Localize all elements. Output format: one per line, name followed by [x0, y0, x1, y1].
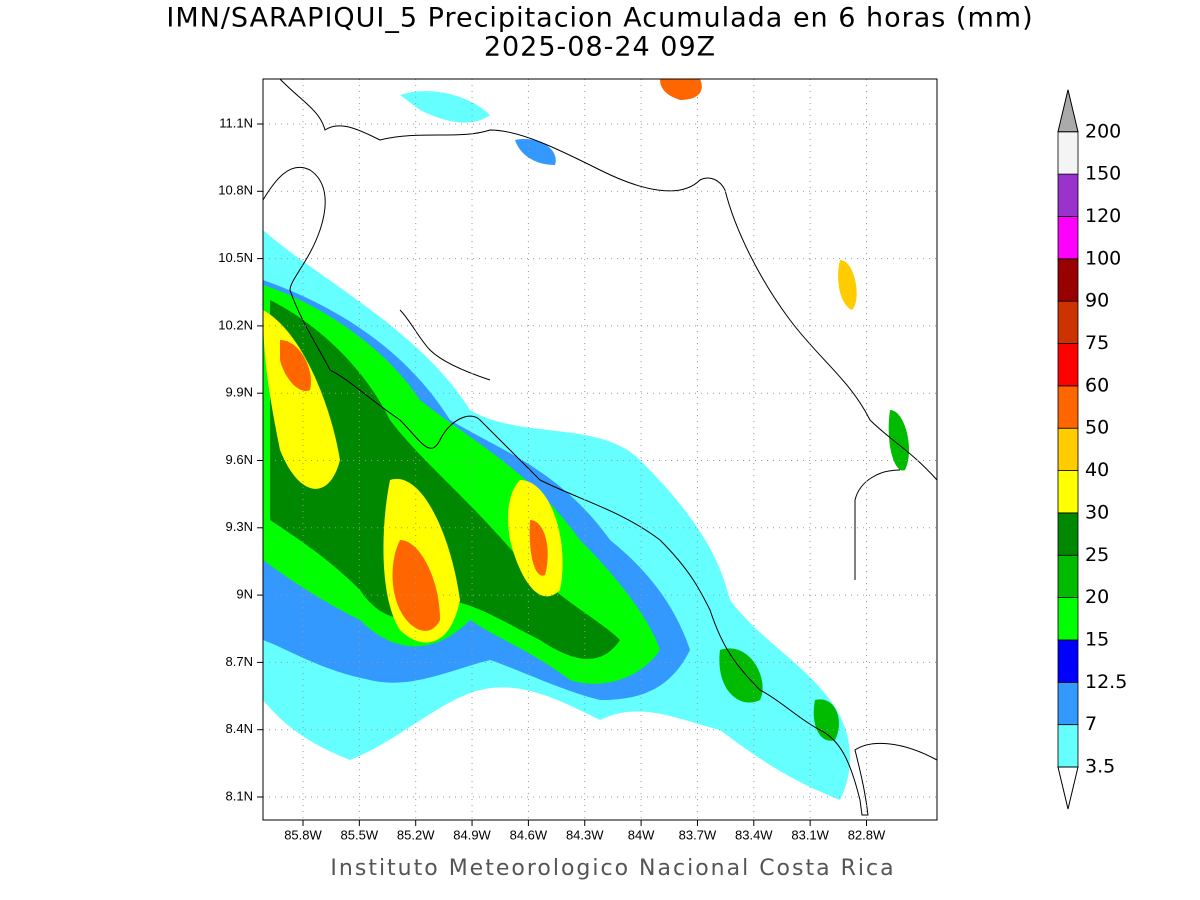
- colorbar-label: 150: [1085, 163, 1121, 185]
- band-50-c: [529, 520, 548, 576]
- title: IMN/SARAPIQUI_5 Precipitacion Acumulada …: [166, 3, 1033, 34]
- colorbar-band: [1057, 343, 1079, 387]
- x-tick-label: 83.7W: [679, 827, 717, 842]
- colorbar-band: [1057, 597, 1079, 641]
- colorbar-label: 30: [1085, 501, 1109, 523]
- colorbar-band: [1057, 385, 1079, 429]
- x-tick-label: 83.1W: [791, 827, 829, 842]
- colorbar-band: [1057, 300, 1079, 344]
- x-tick-label: 85.2W: [397, 827, 435, 842]
- colorbar-band: [1057, 512, 1079, 556]
- map-frame: [262, 78, 938, 821]
- x-tick-label: 85.5W: [341, 827, 379, 842]
- coastlines: [262, 78, 938, 816]
- y-tick-label: 8.4N: [226, 721, 253, 736]
- colorbar-band: [1057, 427, 1079, 471]
- y-tick-label: 9.3N: [226, 519, 253, 534]
- colorbar-label: 200: [1085, 120, 1121, 142]
- y-tick-label: 10.2N: [218, 317, 253, 332]
- band-50-a: [392, 540, 440, 631]
- band-3.5-b: [400, 91, 490, 123]
- colorbar: 3.5 7 12.5 15 20 25 30 40 50 60 75 90 100 120 150 200: [1057, 89, 1127, 810]
- colorbar-label: 25: [1085, 544, 1109, 566]
- colorbar-label: 40: [1085, 459, 1109, 481]
- colorbar-label: 7: [1085, 713, 1097, 735]
- colorbar-band: [1057, 173, 1079, 217]
- y-tick-label: 9.9N: [226, 385, 253, 400]
- colorbar-label: 3.5: [1085, 756, 1115, 778]
- colorbar-label: 12.5: [1085, 671, 1127, 693]
- colorbar-label: 100: [1085, 247, 1121, 269]
- colorbar-label: 75: [1085, 332, 1109, 354]
- band-20-c: [888, 410, 910, 471]
- y-tick-label: 10.5N: [218, 250, 253, 265]
- x-tick-label: 83.4W: [735, 827, 773, 842]
- band-50-b: [280, 340, 311, 391]
- colorbar-bottom-arrow: [1057, 766, 1079, 810]
- colorbar-label: 15: [1085, 628, 1109, 650]
- colorbar-band: [1057, 470, 1079, 514]
- y-tick-label: 10.8N: [218, 183, 253, 198]
- x-tick-label: 82.8W: [848, 827, 886, 842]
- band-50-d: [660, 79, 702, 100]
- subtitle: 2025-08-24 09Z: [484, 32, 716, 63]
- graticule: [257, 79, 937, 826]
- colorbar-band: [1057, 131, 1079, 175]
- colorbar-label: 120: [1085, 205, 1121, 227]
- band-40-a: [838, 260, 857, 310]
- colorbar-band: [1057, 639, 1079, 683]
- colorbar-band: [1057, 216, 1079, 260]
- colorbar-band: [1057, 681, 1079, 726]
- y-tick-label: 9N: [236, 587, 253, 602]
- x-tick-label: 84.9W: [453, 827, 491, 842]
- y-tick-label: 8.7N: [226, 654, 253, 669]
- colorbar-label: 20: [1085, 586, 1109, 608]
- colorbar-band: [1057, 724, 1079, 768]
- x-tick-label: 84W: [628, 827, 655, 842]
- footer: Instituto Meteorologico Nacional Costa R…: [330, 856, 895, 881]
- map-area: [257, 78, 938, 826]
- colorbar-band: [1057, 258, 1079, 302]
- colorbar-label: 50: [1085, 417, 1109, 439]
- band-20-a: [719, 648, 763, 703]
- colorbar-label: 60: [1085, 374, 1109, 396]
- band-7-b: [515, 139, 556, 165]
- x-tick-label: 85.8W: [284, 827, 322, 842]
- y-tick-label: 9.6N: [226, 452, 253, 467]
- colorbar-band: [1057, 554, 1079, 598]
- y-tick-label: 8.1N: [226, 788, 253, 803]
- precipitation-field: [263, 79, 910, 800]
- colorbar-label: 90: [1085, 290, 1109, 312]
- y-tick-label: 11.1N: [219, 115, 253, 130]
- x-tick-label: 84.3W: [566, 827, 604, 842]
- band-25: [270, 300, 620, 659]
- colorbar-top-arrow: [1057, 89, 1079, 133]
- x-tick-label: 84.6W: [510, 827, 548, 842]
